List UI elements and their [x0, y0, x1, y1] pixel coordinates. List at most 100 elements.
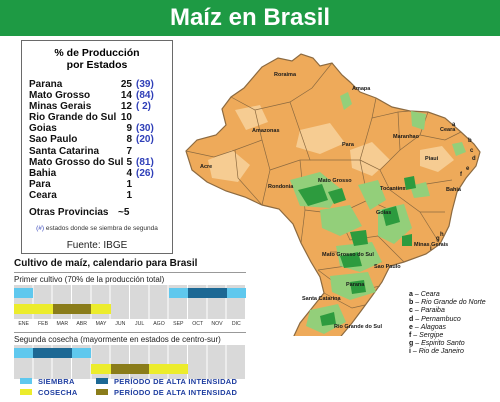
production-row: Goias 9 (30) [22, 123, 172, 134]
planting-peak-bar [33, 348, 72, 358]
harvest-peak-legend-label: PERÍODO DE ALTA INTENSIDAD [114, 388, 238, 397]
abbreviation-letter: a [409, 291, 413, 298]
planting-swatch [20, 378, 32, 384]
state-name: Ceara [29, 189, 57, 201]
abbreviation-item: a – Ceara [409, 291, 440, 298]
high-zone [328, 188, 346, 204]
letter-a: a [452, 122, 456, 128]
state-percent: 25 [120, 79, 132, 90]
abbreviation-letter: d [409, 315, 414, 323]
production-row: Minas Gerais 12 ( 2) [22, 101, 172, 112]
harvest-peak-bar [52, 304, 92, 314]
letter-f: f [460, 172, 463, 178]
state-percent: 1 [126, 189, 132, 201]
light-patch [420, 146, 454, 172]
state-labels: Roraima Amapa Amazonas Para Maranhao Cea… [200, 72, 462, 330]
planting-legend-label: SIEMBRA [38, 377, 75, 386]
abbreviation-letter: i [409, 348, 411, 356]
note-text: estados donde se siembra de segunda [45, 225, 158, 233]
production-row: Mato Grosso 14 (84) [22, 90, 172, 101]
planting-bar [14, 288, 34, 298]
label-ceara: Ceara [440, 127, 456, 133]
month-label: DIC [231, 321, 241, 327]
label-minas-gerais-text: Minas Gerais [414, 242, 448, 248]
state-percent: 9 [126, 123, 132, 135]
high-zone [402, 234, 412, 246]
second-crop-percent: (39) [136, 79, 154, 90]
state-name: Mato Grosso [29, 90, 91, 102]
note-marker: (#) [36, 225, 45, 233]
abbreviation-name: Alagoas [420, 323, 446, 331]
month-label: JUN [115, 321, 126, 327]
letter-c: c [470, 148, 474, 154]
abbreviation-letter: b [409, 299, 414, 307]
state-border [419, 211, 441, 245]
state-percent: 4 [126, 167, 132, 179]
state-percent: ~5 [118, 207, 130, 219]
production-heading: % de Producción por Estados [22, 47, 172, 71]
brazil-map: Roraima Amapa Amazonas Para Maranhao Cea… [185, 53, 481, 336]
light-patch [296, 123, 345, 154]
abbreviation-letter: g [409, 340, 414, 348]
light-patch [208, 150, 250, 182]
state-percent: 14 [120, 90, 132, 102]
production-row: Mato Grosso do Sul 5 (81) [22, 157, 172, 168]
abbreviation-letter: f [409, 331, 412, 339]
letter-h: h [440, 232, 444, 238]
state-name: Goias [29, 123, 57, 135]
second-crop-label: Segunda cosecha (mayormente en estados d… [14, 332, 246, 344]
label-mato-grosso-do-sul: Mato Grosso do Sul [322, 252, 374, 258]
label-parana: Parana [346, 282, 365, 288]
production-rows: Parana 25 (39) Mato Grosso 14 (84) Minas Ger… [22, 79, 172, 218]
label-roraima: Roraima [274, 72, 297, 78]
production-row: Bahia 4 (26) [22, 168, 172, 179]
high-zone [382, 206, 400, 226]
state-percent: 1 [126, 178, 132, 190]
letter-e: e [466, 166, 470, 172]
label-rondonia: Rondonia [268, 184, 294, 190]
label-amazonas: Amazonas [252, 128, 280, 134]
state-border [269, 101, 311, 171]
high-zone [350, 230, 368, 246]
label-rio-grande-do-sul: Rio Grande do Sul [334, 324, 382, 330]
abbreviation-name: Pernambuco [421, 315, 461, 323]
state-border [300, 209, 306, 244]
letter-d: d [472, 156, 476, 162]
harvest-legend-label: COSECHA [38, 388, 78, 397]
first-crop-grid [14, 285, 246, 319]
month-label: ABR [76, 321, 87, 327]
production-row: Parana 25 (39) [22, 79, 172, 90]
state-name: Mato Grosso do Sul [29, 156, 124, 168]
production-row-others: Otras Provincias ~5 [22, 207, 172, 218]
month-label: AGO [153, 321, 165, 327]
second-crop-percent: (30) [136, 123, 154, 135]
state-name: Parana [29, 79, 63, 90]
production-row: Para 1 [22, 179, 172, 190]
month-label: SEP [173, 321, 184, 327]
harvest-peak-swatch [96, 389, 108, 395]
month-label: MAY [95, 321, 107, 327]
label-acre: Acre [200, 164, 212, 170]
state-name: Santa Catarina [29, 145, 100, 157]
letter-i: i [430, 246, 432, 252]
medium-zone [452, 142, 466, 156]
crop-calendar: Cultivo de maíz, calendario para Brasil … [14, 258, 246, 379]
state-border [234, 149, 263, 206]
calendar-legend: SIEMBRA PERÍODO DE ALTA INTENSIDAD COSEC… [20, 377, 260, 399]
label-amapa: Amapa [352, 86, 371, 92]
abbreviation-name: Espirito Santo [421, 340, 465, 348]
planting-peak-bar [188, 288, 227, 298]
state-name: Rio Grande do Sul [29, 112, 117, 124]
state-percent: 12 [120, 101, 132, 113]
state-borders [185, 62, 462, 309]
abbreviation-name: Ceara [420, 291, 440, 298]
label-piaui: Piaui [425, 156, 439, 162]
second-crop-grid [14, 345, 246, 379]
map-title: Maíz en Brasil [0, 0, 500, 36]
medium-zone [411, 111, 426, 130]
medium-zone [320, 205, 362, 236]
label-sao-paulo: Sao Paulo [374, 264, 401, 270]
abbreviation-item: d – Pernambuco [409, 315, 461, 323]
medium-zone [340, 92, 352, 110]
